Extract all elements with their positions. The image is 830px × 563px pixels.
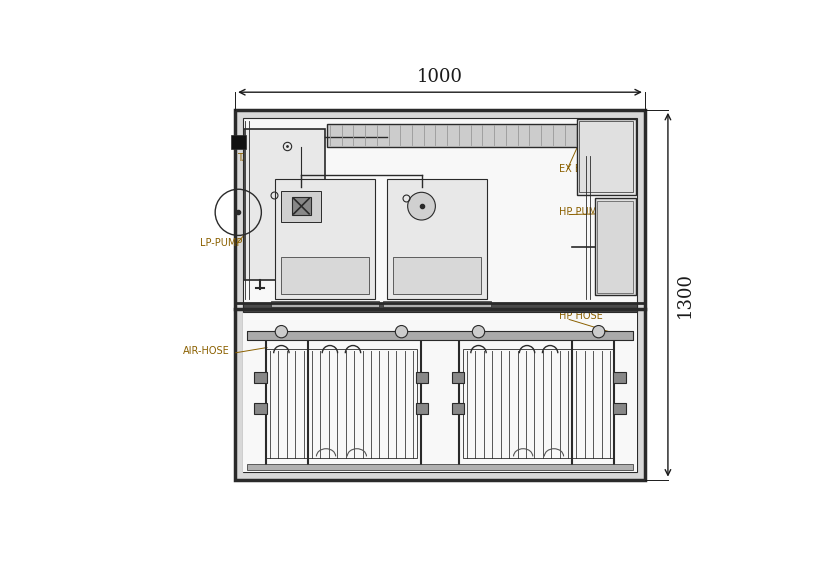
Bar	[595, 199, 636, 296]
Bar	[271, 301, 379, 307]
Bar	[243, 118, 637, 472]
Bar	[266, 348, 417, 458]
Bar	[383, 301, 491, 307]
Bar	[387, 179, 487, 300]
Text: EX BOX: EX BOX	[559, 164, 595, 174]
Bar	[235, 110, 645, 480]
Text: HP PUMP: HP PUMP	[559, 207, 603, 217]
Text: HP HOSE: HP HOSE	[559, 311, 603, 321]
Bar	[281, 257, 369, 294]
Bar	[463, 348, 614, 458]
Circle shape	[276, 325, 287, 338]
Bar	[393, 257, 481, 294]
Text: 1000: 1000	[417, 68, 463, 86]
Bar	[276, 179, 375, 300]
Bar	[247, 331, 633, 340]
Bar	[243, 303, 637, 312]
Circle shape	[593, 325, 605, 338]
Bar	[613, 373, 626, 383]
Bar	[255, 403, 266, 414]
Bar	[231, 135, 246, 149]
Bar	[243, 312, 637, 472]
Bar	[292, 197, 310, 216]
Bar	[579, 122, 633, 193]
Bar	[416, 403, 428, 414]
Bar	[416, 373, 428, 383]
Circle shape	[395, 325, 408, 338]
Bar	[244, 129, 325, 280]
Bar	[577, 119, 636, 195]
Circle shape	[472, 325, 485, 338]
Text: AIR-HOSE: AIR-HOSE	[183, 346, 230, 356]
Bar	[327, 124, 579, 147]
Circle shape	[408, 193, 436, 220]
Bar	[247, 464, 633, 470]
Text: LP-PUMP: LP-PUMP	[200, 238, 242, 248]
Bar	[452, 403, 464, 414]
Text: TANK: TANK	[237, 154, 262, 163]
Bar	[613, 403, 626, 414]
Bar	[255, 373, 266, 383]
Text: 1300: 1300	[676, 272, 694, 318]
Bar	[597, 201, 633, 293]
Bar	[281, 191, 321, 222]
Bar	[452, 373, 464, 383]
